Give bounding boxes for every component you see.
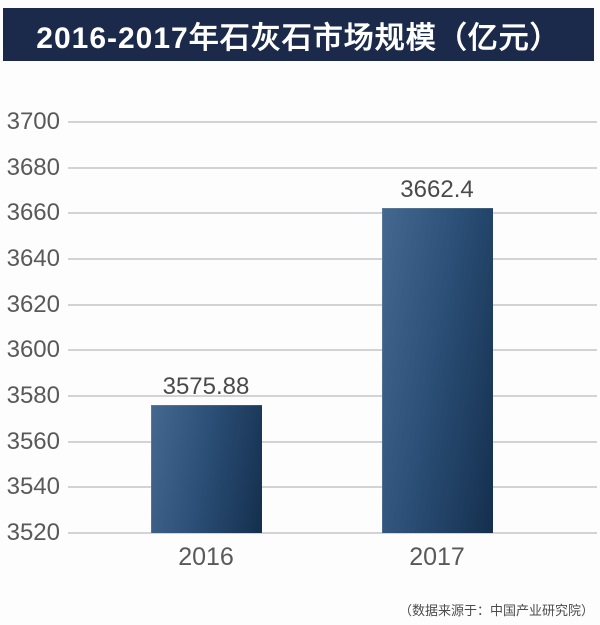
gridline-3620 — [68, 303, 597, 306]
x-axis-category-label-2017: 2017 — [409, 543, 465, 571]
bar-value-label-2016: 3575.88 — [162, 373, 250, 401]
y-axis-tick-label: 3600 — [6, 336, 60, 364]
y-axis-tick-label: 3680 — [6, 153, 60, 181]
y-axis-tick-label: 3700 — [6, 108, 60, 135]
gridline-3560 — [68, 440, 597, 443]
gridline-3600 — [68, 349, 597, 352]
bar-value-label-2017: 3662.4 — [400, 175, 474, 203]
y-axis-tick-label: 3660 — [6, 199, 60, 227]
gridline-3700 — [68, 121, 597, 123]
y-axis-tick-label: 3520 — [6, 519, 60, 546]
bar-2016 — [150, 405, 262, 533]
gridline-3660 — [68, 212, 597, 215]
y-axis-tick-label: 3540 — [6, 473, 60, 501]
data-source-note: （数据来源于：中国产业研究院） — [398, 603, 594, 618]
y-axis-tick-label: 3620 — [6, 290, 60, 318]
y-axis-tick-label: 3640 — [6, 245, 60, 272]
chart-title: 2016-2017年石灰石市场规模（亿元） — [36, 21, 561, 55]
y-axis-tick-label: 3560 — [6, 427, 60, 455]
y-axis-tick-label: 3580 — [6, 382, 60, 409]
gridline-3580 — [68, 395, 597, 397]
gridline-3680 — [68, 166, 597, 169]
gridline-3640 — [68, 258, 597, 260]
chart-title-banner: 2016-2017年石灰石市场规模（亿元） — [3, 8, 594, 61]
bar-2017 — [381, 207, 493, 533]
gridline-3520 — [68, 532, 597, 534]
x-axis-category-label-2016: 2016 — [178, 543, 234, 571]
gridline-3540 — [68, 486, 597, 489]
